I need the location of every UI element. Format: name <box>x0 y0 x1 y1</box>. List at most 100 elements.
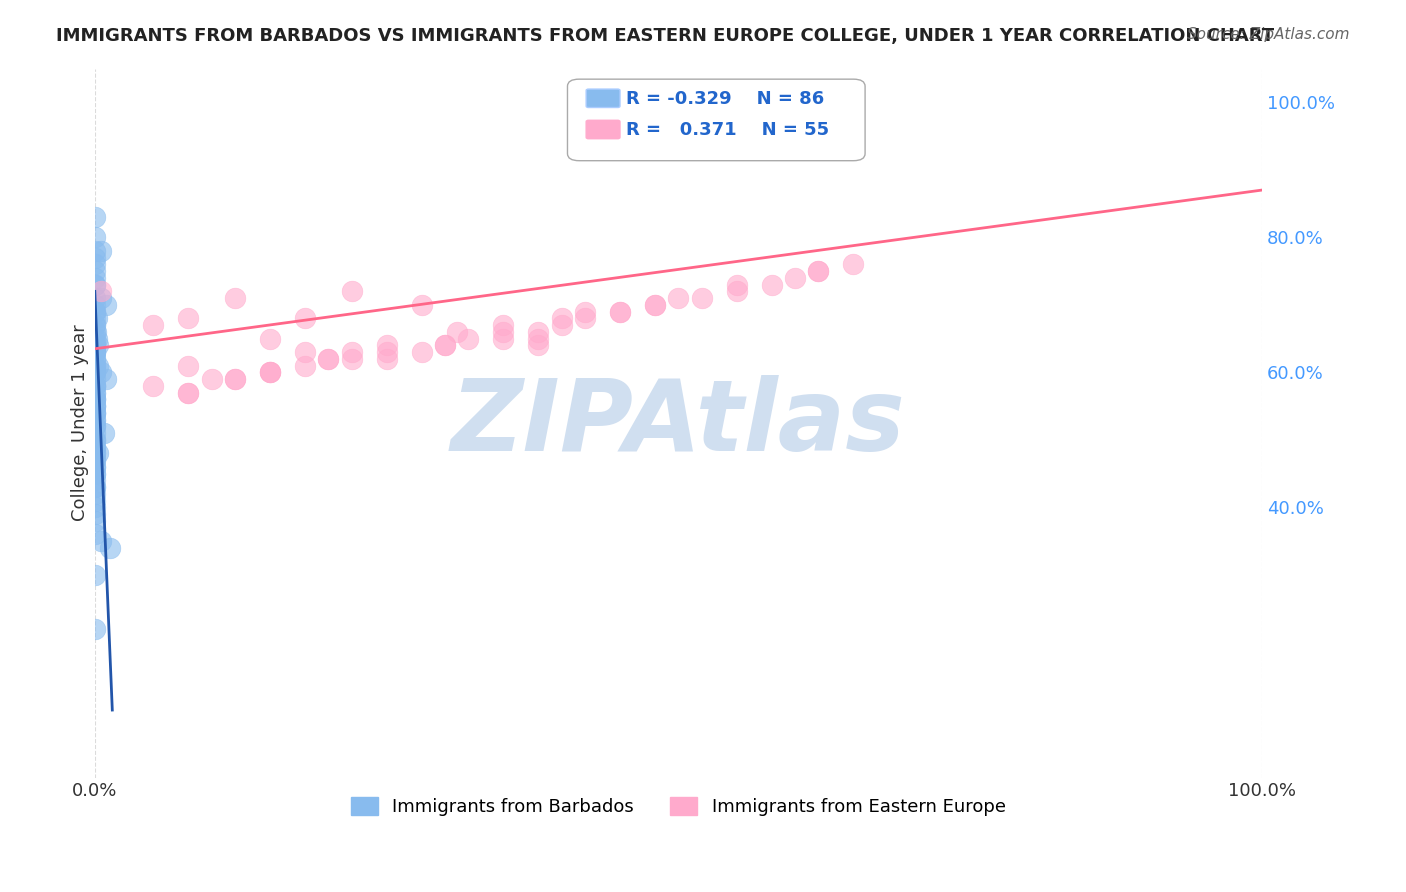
Point <box>83 453 105 467</box>
Point <box>142 379 165 393</box>
Point <box>690 291 713 305</box>
Point <box>224 372 246 386</box>
Point <box>340 345 363 359</box>
Point <box>87 338 110 352</box>
Point <box>200 372 222 386</box>
Point <box>83 359 105 373</box>
Point <box>83 480 105 494</box>
Point <box>294 345 316 359</box>
Point <box>90 291 112 305</box>
Point <box>83 210 105 224</box>
Point <box>807 264 830 278</box>
Point <box>83 446 105 460</box>
Point <box>83 467 105 481</box>
Point <box>492 318 515 332</box>
Point <box>83 257 105 271</box>
Point <box>83 392 105 407</box>
Point <box>340 351 363 366</box>
Point <box>224 291 246 305</box>
Point <box>98 541 121 555</box>
Point <box>90 285 112 299</box>
Point <box>574 311 596 326</box>
Point <box>842 257 865 271</box>
Point <box>294 359 316 373</box>
Point <box>83 568 105 582</box>
Point <box>83 379 105 393</box>
Point <box>83 318 105 332</box>
Point <box>83 230 105 244</box>
Point <box>316 351 339 366</box>
Point <box>609 304 631 318</box>
Point <box>259 365 281 379</box>
Point <box>644 298 666 312</box>
Point <box>83 440 105 454</box>
Point <box>83 277 105 292</box>
Point <box>84 325 107 339</box>
Point <box>83 379 105 393</box>
Point <box>83 412 105 426</box>
Point <box>83 338 105 352</box>
Point <box>550 318 572 332</box>
Point <box>527 332 550 346</box>
Point <box>83 487 105 501</box>
Point <box>83 433 105 447</box>
Text: R =   0.371    N = 55: R = 0.371 N = 55 <box>626 121 830 139</box>
Point <box>90 244 112 258</box>
Point <box>83 345 105 359</box>
Point <box>83 359 105 373</box>
Point <box>83 399 105 413</box>
Point <box>83 351 105 366</box>
Point <box>83 365 105 379</box>
FancyBboxPatch shape <box>568 79 865 161</box>
Point <box>725 285 748 299</box>
Point <box>83 264 105 278</box>
Point <box>375 338 398 352</box>
Point <box>411 298 433 312</box>
Point <box>83 318 105 332</box>
Point <box>83 622 105 636</box>
Point <box>527 325 550 339</box>
Point <box>83 385 105 400</box>
Point <box>433 338 456 352</box>
Point <box>83 406 105 420</box>
Point <box>83 480 105 494</box>
Point <box>666 291 689 305</box>
Point <box>83 251 105 265</box>
Point <box>83 365 105 379</box>
Point <box>83 385 105 400</box>
Point <box>177 385 200 400</box>
Text: IMMIGRANTS FROM BARBADOS VS IMMIGRANTS FROM EASTERN EUROPE COLLEGE, UNDER 1 YEAR: IMMIGRANTS FROM BARBADOS VS IMMIGRANTS F… <box>56 27 1274 45</box>
Point <box>86 332 108 346</box>
Point <box>259 332 281 346</box>
Point <box>492 325 515 339</box>
Point <box>90 365 112 379</box>
Point <box>83 298 105 312</box>
Point <box>725 277 748 292</box>
Point <box>316 351 339 366</box>
Point <box>83 419 105 434</box>
Point <box>83 338 105 352</box>
Point <box>83 351 105 366</box>
Point <box>340 285 363 299</box>
Y-axis label: College, Under 1 year: College, Under 1 year <box>72 325 89 522</box>
Point <box>446 325 468 339</box>
Point <box>83 406 105 420</box>
Point <box>83 392 105 407</box>
Point <box>259 365 281 379</box>
Point <box>259 365 281 379</box>
Point <box>96 298 118 312</box>
Point <box>83 345 105 359</box>
Point <box>83 419 105 434</box>
Point <box>83 500 105 515</box>
Point <box>83 345 105 359</box>
Point <box>177 311 200 326</box>
Point <box>375 351 398 366</box>
Point <box>294 311 316 326</box>
Point <box>83 392 105 407</box>
Text: R = -0.329    N = 86: R = -0.329 N = 86 <box>626 90 824 108</box>
Point <box>83 399 105 413</box>
Point <box>83 433 105 447</box>
Point <box>83 277 105 292</box>
Point <box>83 372 105 386</box>
Text: ZIPAtlas: ZIPAtlas <box>451 375 905 472</box>
